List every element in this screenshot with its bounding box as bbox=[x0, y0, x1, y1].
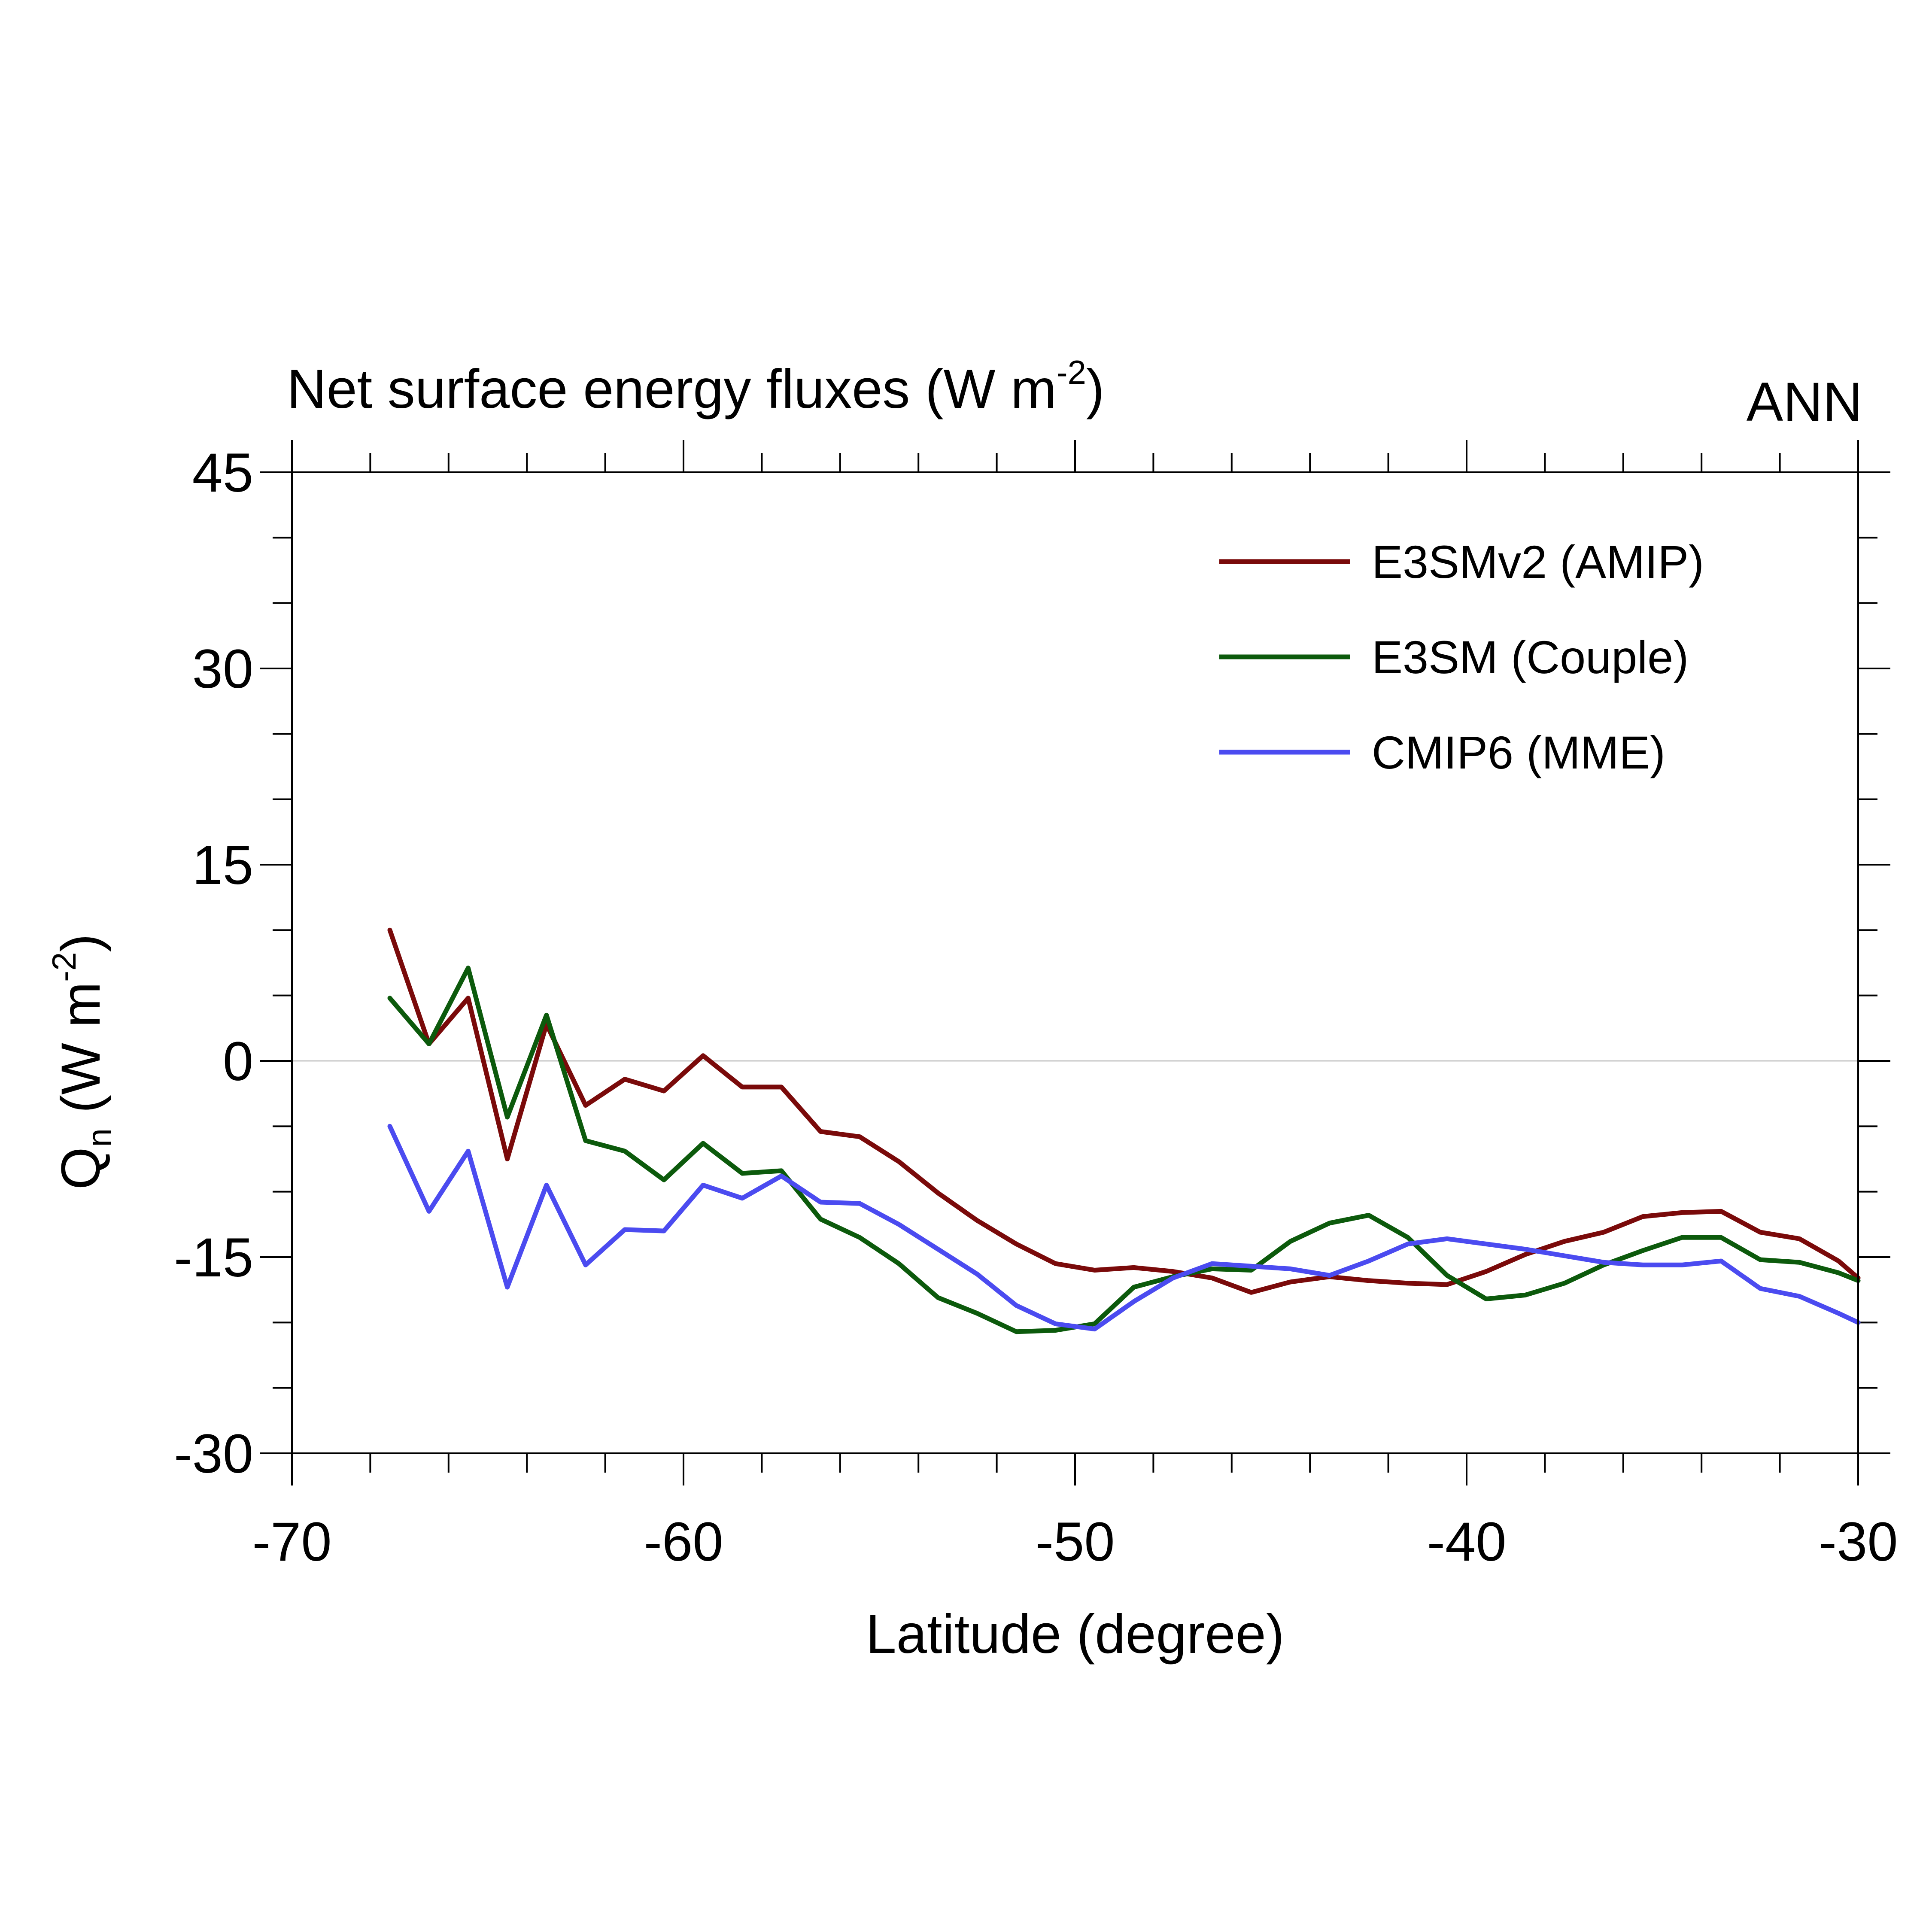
y-axis-label: Qn (W m-2) bbox=[45, 934, 118, 1190]
y-tick-labels: -30 -15 0 15 30 45 bbox=[174, 442, 253, 1485]
axis-ticks bbox=[260, 440, 1890, 1485]
series-group bbox=[387, 927, 1861, 1334]
series-line-2 bbox=[387, 966, 1861, 1334]
y-tick-label: -30 bbox=[174, 1423, 253, 1485]
y-axis-label-subscript: n bbox=[80, 1128, 118, 1147]
y-axis-label-close: ) bbox=[50, 934, 112, 952]
y-tick-label: 0 bbox=[223, 1031, 253, 1092]
series-line-1 bbox=[387, 927, 1861, 1295]
y-tick-label: 30 bbox=[192, 638, 253, 700]
y-tick-label: -15 bbox=[174, 1227, 253, 1288]
legend-label-2: E3SM (Couple) bbox=[1372, 631, 1689, 683]
legend: E3SMv2 (AMIP) E3SM (Couple) CMIP6 (MME) bbox=[1219, 536, 1704, 778]
season-label: ANN bbox=[1747, 371, 1862, 433]
y-tick-label: 45 bbox=[192, 442, 253, 504]
x-tick-label: -70 bbox=[252, 1511, 332, 1573]
x-tick-labels: -70 -60 -50 -40 -30 bbox=[252, 1511, 1898, 1573]
x-tick-label: -60 bbox=[644, 1511, 723, 1573]
x-axis-label: Latitude (degree) bbox=[866, 1604, 1285, 1665]
y-axis-label-superscript: -2 bbox=[45, 952, 83, 982]
y-tick-label: 15 bbox=[192, 835, 253, 896]
chart-title: Net surface energy fluxes (W m-2) bbox=[287, 353, 1105, 420]
chart-title-superscript: -2 bbox=[1057, 353, 1086, 391]
plot-frame bbox=[291, 471, 1859, 1454]
x-tick-label: -40 bbox=[1427, 1511, 1507, 1573]
y-axis-label-units: (W m bbox=[50, 982, 112, 1128]
legend-label-1: E3SMv2 (AMIP) bbox=[1372, 536, 1704, 588]
legend-label-3: CMIP6 (MME) bbox=[1372, 726, 1665, 778]
x-tick-label: -30 bbox=[1819, 1511, 1898, 1573]
chart-title-close: ) bbox=[1086, 358, 1105, 420]
series-line-3 bbox=[387, 1124, 1861, 1332]
x-tick-label: -50 bbox=[1036, 1511, 1115, 1573]
